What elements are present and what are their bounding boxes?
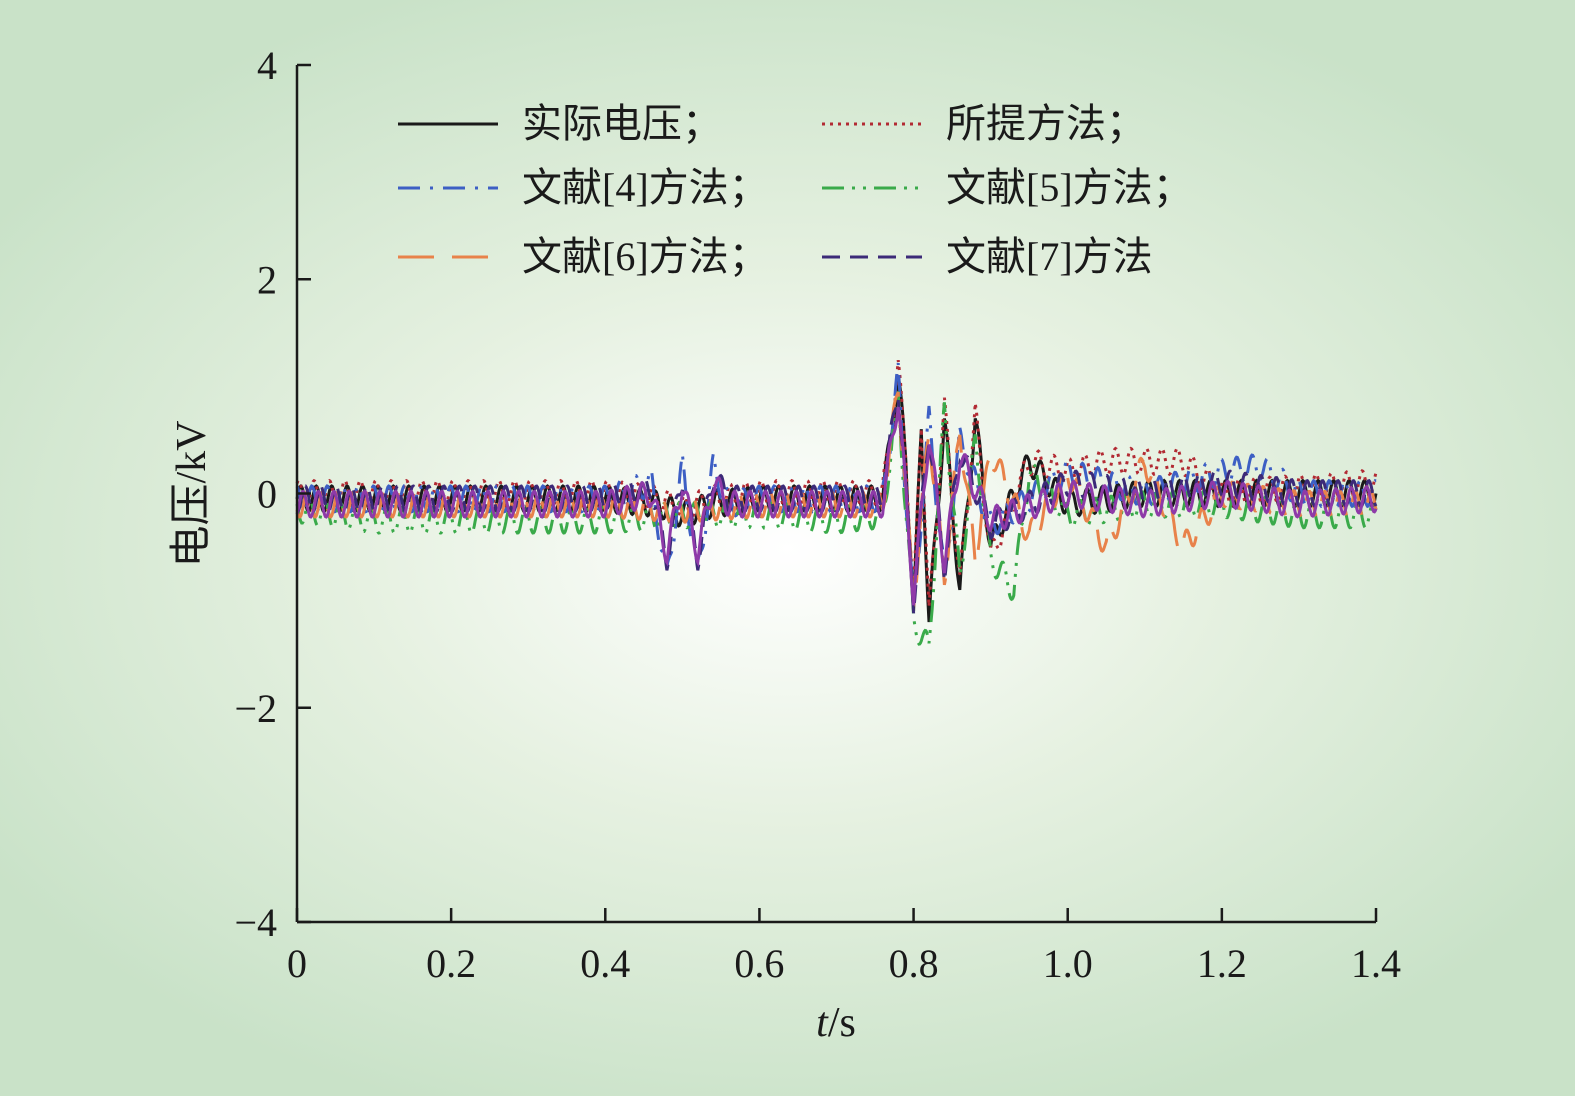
axes: 0 0.2 0.4 0.6 0.8 1.0 1.2 1.4 −4 −2 0 2 4 — [234, 43, 1401, 986]
plot-lines — [295, 360, 1378, 646]
y-tick-label: −2 — [234, 686, 277, 731]
y-tick-label: 0 — [257, 472, 277, 517]
legend-label: 文献[4]方法； — [522, 165, 769, 210]
y-axis-title: 电压/kV — [169, 420, 215, 567]
legend-label: 文献[7]方法 — [946, 234, 1153, 279]
x-tick-label: 0 — [287, 941, 307, 986]
legend: 实际电压； 所提方法； 文献[4]方法； 文献[5]方法； 文献[6]方法； 文献[7]方… — [398, 101, 1193, 279]
series-line-2 — [295, 362, 1377, 599]
y-tick-label: 2 — [257, 257, 277, 302]
x-tick-label: 1.2 — [1197, 941, 1247, 986]
x-tick-label: 0.4 — [580, 941, 630, 986]
legend-label: 文献[6]方法； — [522, 234, 769, 279]
legend-label: 实际电压； — [522, 101, 722, 146]
x-tick-label: 0.6 — [734, 941, 784, 986]
legend-label: 文献[5]方法； — [946, 165, 1193, 210]
legend-label: 所提方法； — [946, 101, 1146, 146]
x-tick-label: 1.0 — [1043, 941, 1093, 986]
y-tick-label: 4 — [257, 43, 277, 88]
y-tick-label: −4 — [234, 900, 277, 945]
x-tick-label: 1.4 — [1351, 941, 1401, 986]
series-line-3 — [295, 391, 1378, 646]
x-tick-label: 0.8 — [889, 941, 939, 986]
x-tick-label: 0.2 — [426, 941, 476, 986]
x-axis-title: t/s — [816, 1000, 856, 1046]
series-line-1 — [295, 360, 1378, 607]
series-line-6 — [295, 406, 1378, 606]
